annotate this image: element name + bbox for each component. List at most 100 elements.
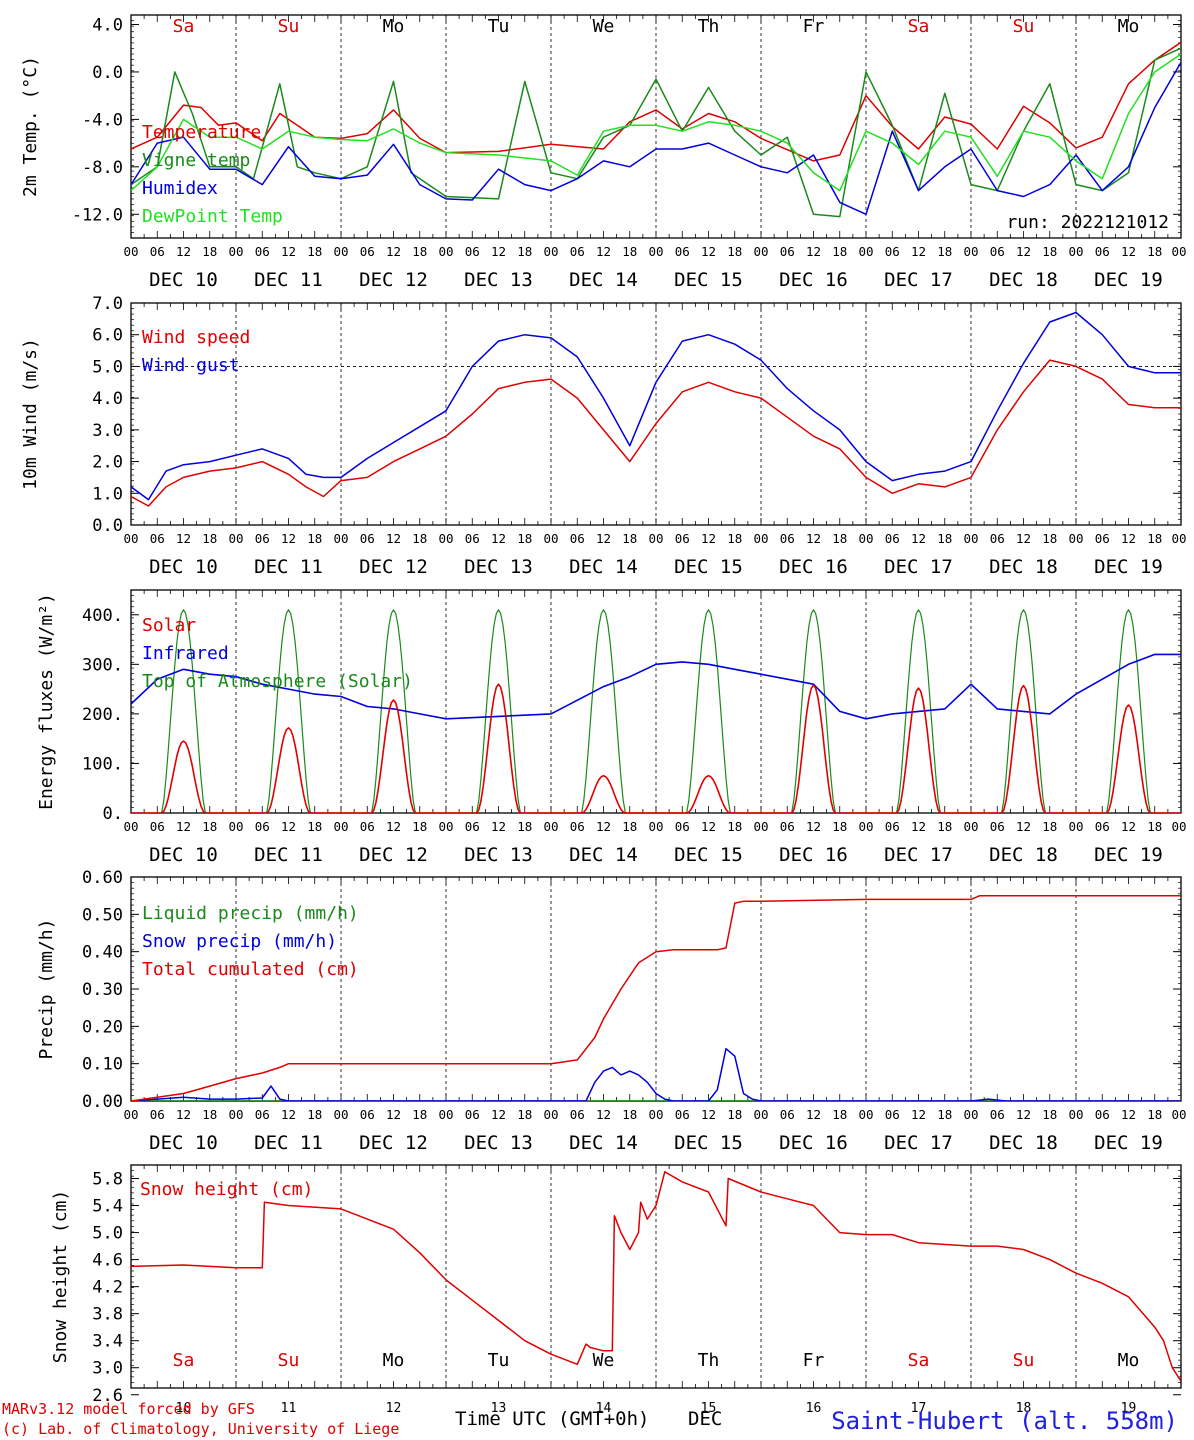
hour-tick-label: 06 bbox=[465, 244, 480, 259]
day-label: DEC 18 bbox=[989, 844, 1058, 866]
humidexline bbox=[131, 62, 1181, 216]
y-axis-label: Energy fluxes (W/m²) bbox=[36, 593, 57, 810]
hour-tick-label: 12 bbox=[1121, 244, 1136, 259]
day-label: DEC 15 bbox=[674, 844, 743, 866]
hour-tick-label: 00 bbox=[1171, 1107, 1186, 1122]
day-label: DEC 14 bbox=[569, 844, 638, 866]
hour-tick-label: 12 bbox=[911, 244, 926, 259]
day-label: DEC 16 bbox=[779, 556, 848, 578]
y-tick-label: 6.0 bbox=[92, 326, 123, 346]
hour-tick-label: 12 bbox=[701, 244, 716, 259]
hour-tick-label: 00 bbox=[333, 531, 348, 546]
day-label: DEC 11 bbox=[254, 1132, 323, 1154]
day-label: DEC 19 bbox=[1094, 269, 1163, 291]
weekday-label: Sa bbox=[908, 16, 930, 37]
hour-tick-label: 06 bbox=[465, 531, 480, 546]
y-tick-label: 5.8 bbox=[92, 1170, 123, 1190]
hour-tick-label: 00 bbox=[228, 531, 243, 546]
legend-entry: DewPoint Temp bbox=[142, 206, 283, 227]
y-tick-label: 400. bbox=[82, 606, 123, 626]
hour-tick-label: 06 bbox=[570, 531, 585, 546]
hour-tick-label: 12 bbox=[806, 244, 821, 259]
legend-entry: Snow height (cm) bbox=[140, 1179, 313, 1200]
day-label: DEC 14 bbox=[569, 556, 638, 578]
day-label: DEC 16 bbox=[779, 269, 848, 291]
hour-tick-label: 18 bbox=[412, 244, 427, 259]
day-label: DEC 13 bbox=[464, 844, 533, 866]
infrared-line bbox=[131, 653, 1181, 720]
legend-entry: Liquid precip (mm/h) bbox=[142, 903, 359, 924]
y-axis-label: Precip (mm/h) bbox=[36, 919, 57, 1060]
day-label: DEC 11 bbox=[254, 844, 323, 866]
hour-tick-label: 00 bbox=[438, 244, 453, 259]
hour-tick-label: 12 bbox=[1121, 819, 1136, 834]
day-number-label: 16 bbox=[806, 1401, 822, 1416]
toa-solar-line bbox=[131, 609, 1181, 813]
y-tick-label: 0. bbox=[103, 804, 123, 824]
hour-tick-label: 12 bbox=[701, 1107, 716, 1122]
hour-tick-label: 00 bbox=[123, 244, 138, 259]
hour-tick-label: 18 bbox=[517, 1107, 532, 1122]
hour-tick-label: 06 bbox=[360, 244, 375, 259]
hour-tick-label: 06 bbox=[780, 819, 795, 834]
hour-tick-label: 18 bbox=[1147, 244, 1162, 259]
hour-tick-label: 00 bbox=[963, 1107, 978, 1122]
y-tick-label: 0.30 bbox=[82, 980, 123, 1000]
legend-entry: Solar bbox=[142, 615, 196, 636]
hour-tick-label: 18 bbox=[622, 819, 637, 834]
day-label: DEC 14 bbox=[569, 269, 638, 291]
hour-tick-label: 18 bbox=[622, 531, 637, 546]
day-label: DEC 14 bbox=[569, 1132, 638, 1154]
hour-tick-label: 06 bbox=[1095, 819, 1110, 834]
station-label: Saint-Hubert (alt. 558m) bbox=[831, 1407, 1178, 1435]
hour-tick-label: 06 bbox=[360, 1107, 375, 1122]
hour-tick-label: 18 bbox=[937, 531, 952, 546]
hour-tick-label: 06 bbox=[990, 531, 1005, 546]
y-tick-label: -4.0 bbox=[82, 110, 123, 130]
series-group bbox=[131, 894, 1181, 1101]
hour-tick-label: 00 bbox=[228, 819, 243, 834]
y-tick-label: 4.0 bbox=[92, 15, 123, 35]
hour-tick-label: 06 bbox=[780, 531, 795, 546]
dewpoint-templine bbox=[131, 53, 1181, 192]
panel-2: 7.0 6.0 5.0 4.0 3.0 2.0 1.0 0.0 10m Wind (m/s) 00… bbox=[20, 294, 1187, 578]
day-label: DEC 17 bbox=[884, 556, 953, 578]
y-axis-label: 10m Wind (m/s) bbox=[20, 338, 41, 490]
y-tick-label: 7.0 bbox=[92, 294, 123, 314]
series-group bbox=[131, 311, 1181, 507]
weekday-label: Sa bbox=[173, 16, 195, 37]
panel-3: 400. 300. 200. 100. 0. Energy fluxes (W/m²) 00… bbox=[36, 589, 1187, 866]
day-label: DEC 18 bbox=[989, 556, 1058, 578]
day-label: DEC 12 bbox=[359, 1132, 428, 1154]
day-label: DEC 12 bbox=[359, 269, 428, 291]
day-label: DEC 16 bbox=[779, 1132, 848, 1154]
hour-tick-label: 06 bbox=[465, 819, 480, 834]
day-number-label: 12 bbox=[386, 1401, 402, 1416]
weekday-label: Su bbox=[1013, 16, 1035, 37]
panel-4: 0.60 0.50 0.40 0.30 0.20 0.10 0.00 Precip (mm/h… bbox=[36, 868, 1187, 1154]
hour-tick-label: 00 bbox=[1171, 819, 1186, 834]
hour-tick-label: 06 bbox=[150, 1107, 165, 1122]
day-label: DEC 11 bbox=[254, 556, 323, 578]
y-tick-label: 4.2 bbox=[92, 1278, 123, 1298]
hour-tick-label: 12 bbox=[176, 819, 191, 834]
day-label: DEC 10 bbox=[149, 269, 218, 291]
y-tick-label: 0.0 bbox=[92, 63, 123, 83]
series-group bbox=[131, 1171, 1181, 1382]
day-label: DEC 12 bbox=[359, 556, 428, 578]
hour-tick-label: 12 bbox=[176, 1107, 191, 1122]
hour-tick-label: 12 bbox=[386, 819, 401, 834]
hour-tick-label: 00 bbox=[963, 531, 978, 546]
hour-tick-label: 06 bbox=[570, 244, 585, 259]
y-tick-label: 3.4 bbox=[92, 1332, 123, 1352]
hour-tick-label: 06 bbox=[570, 1107, 585, 1122]
hour-tick-label: 18 bbox=[517, 531, 532, 546]
day-number-label: 15 bbox=[701, 1401, 717, 1416]
y-tick-label: 1.0 bbox=[92, 484, 123, 504]
hour-tick-label: 18 bbox=[412, 1107, 427, 1122]
legend-entry: Total cumulated (cm) bbox=[142, 959, 359, 980]
hour-tick-label: 18 bbox=[937, 819, 952, 834]
y-axis-label: 2m Temp. (°C) bbox=[20, 56, 41, 197]
hour-tick-label: 00 bbox=[228, 244, 243, 259]
